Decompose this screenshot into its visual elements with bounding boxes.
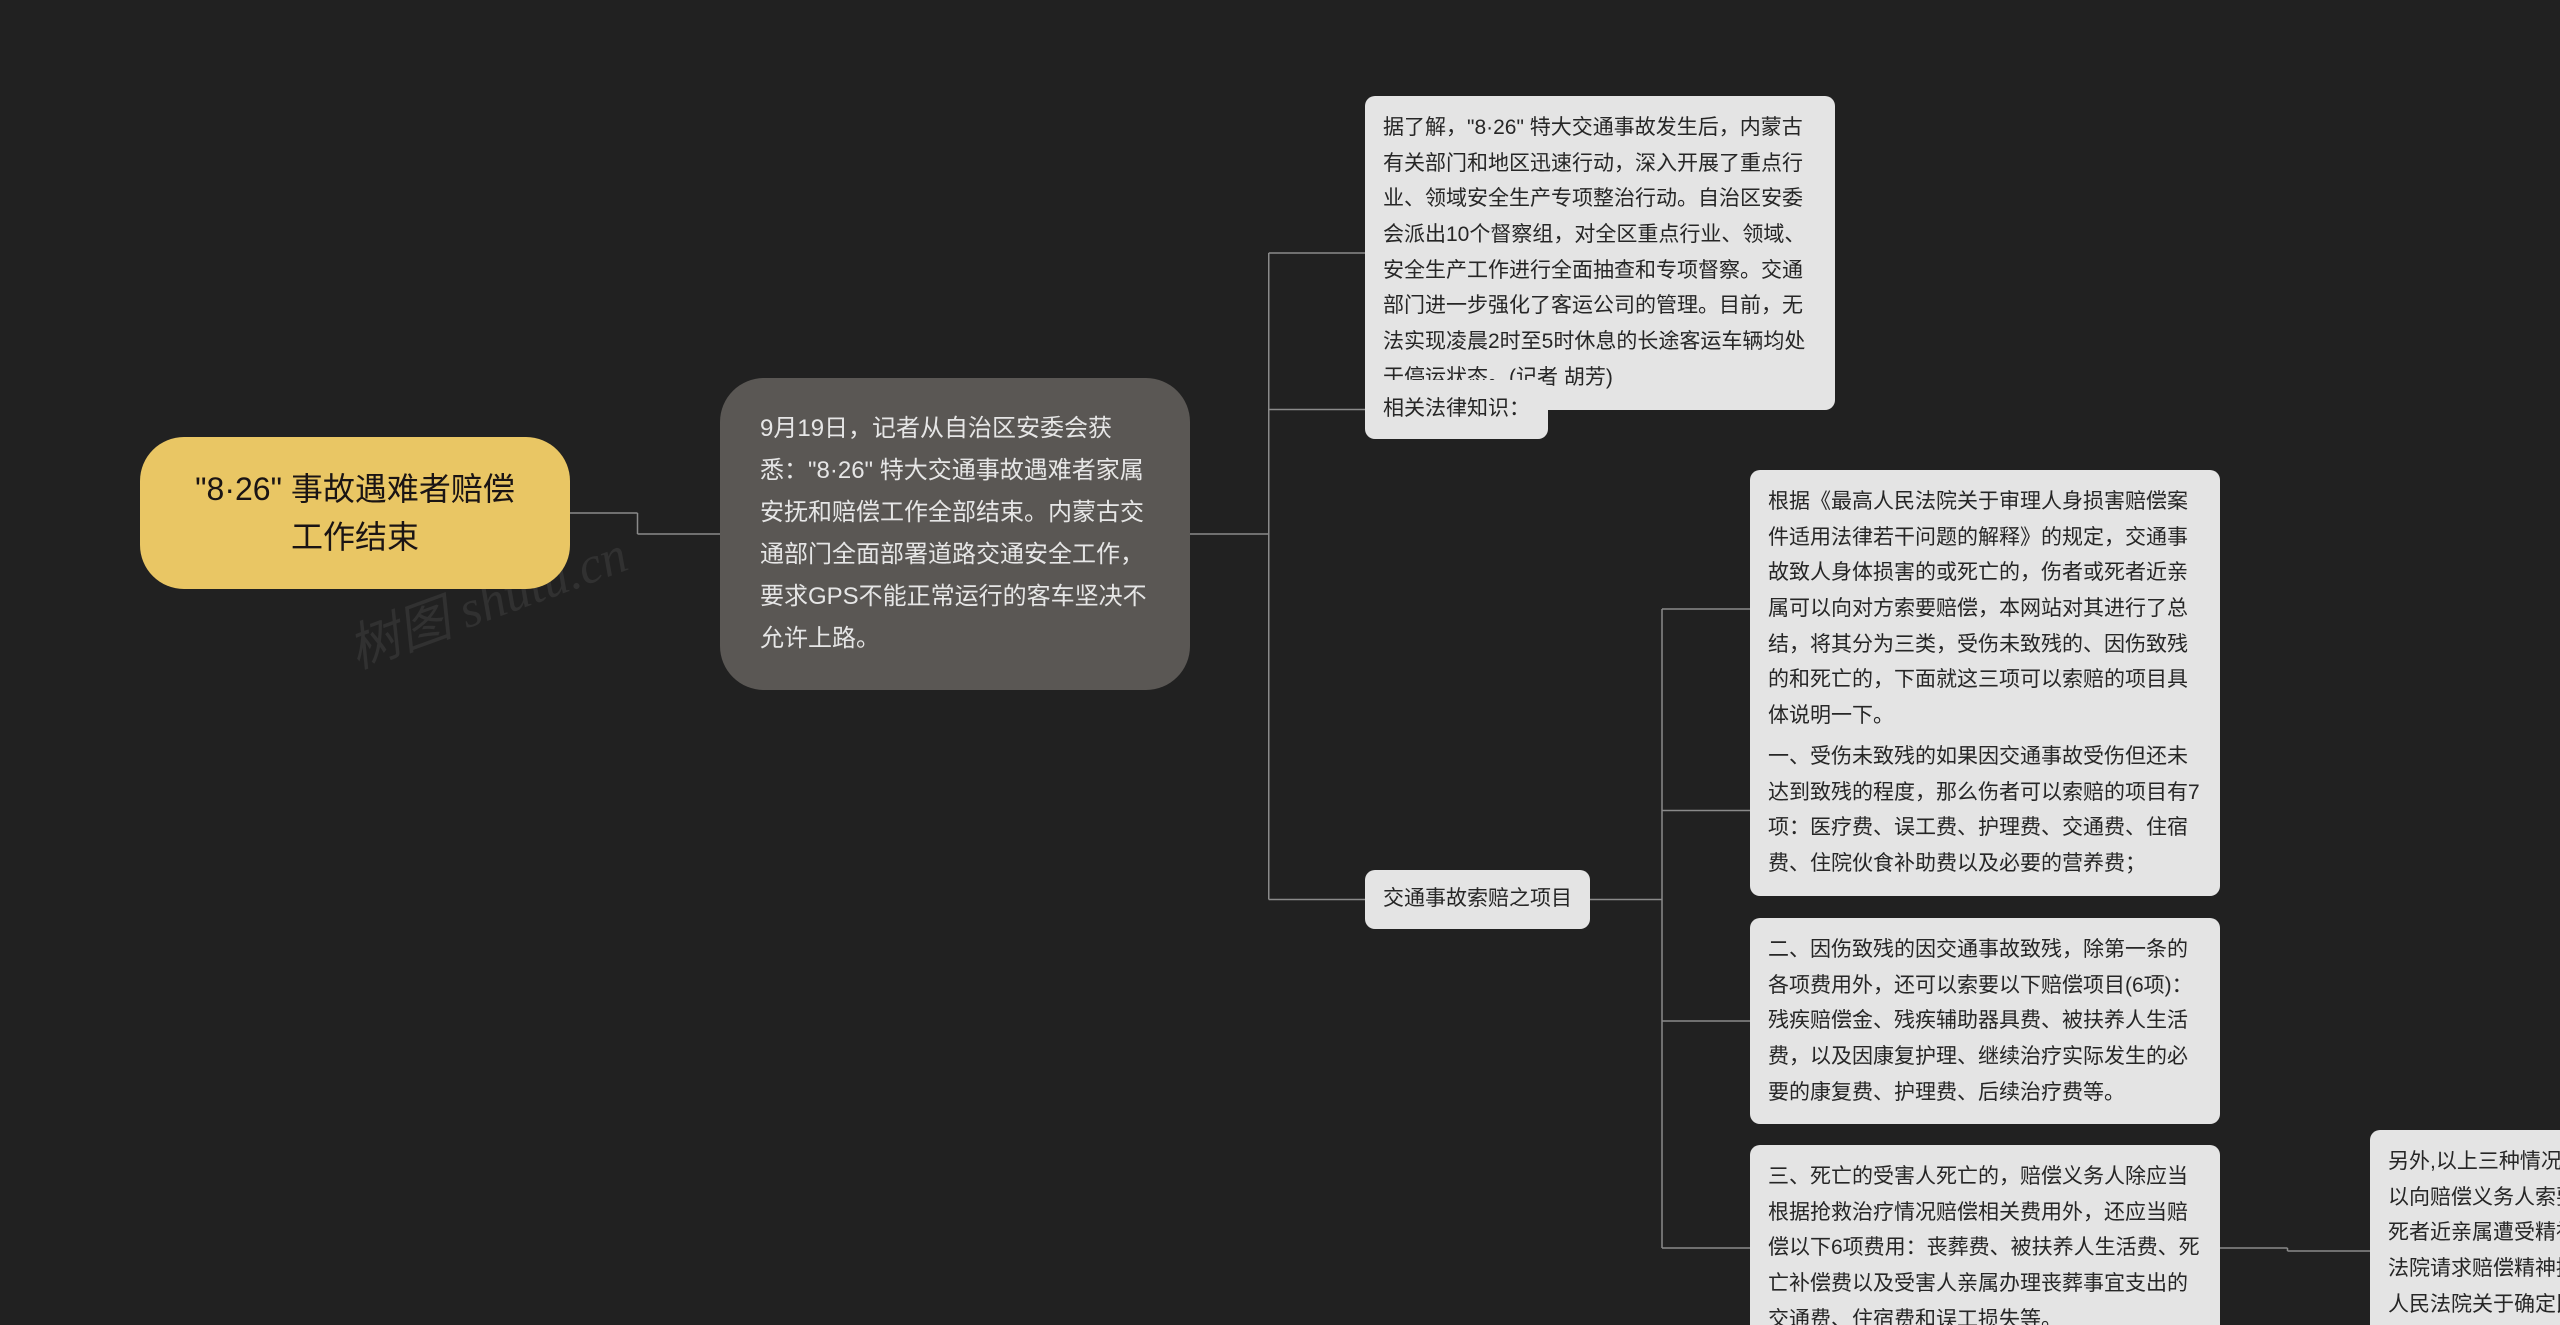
info-node-1[interactable]: 据了解，"8·26" 特大交通事故发生后，内蒙古有关部门和地区迅速行动，深入开展… bbox=[1365, 96, 1835, 410]
root-text-line2: 工作结束 bbox=[184, 513, 526, 561]
detail-node-4[interactable]: 三、死亡的受害人死亡的，赔偿义务人除应当根据抢救治疗情况赔偿相关费用外，还应当赔… bbox=[1750, 1145, 2220, 1325]
detail1-text: 根据《最高人民法院关于审理人身损害赔偿案件适用法律若干问题的解释》的规定，交通事… bbox=[1768, 490, 2188, 727]
info2-text: 相关法律知识： bbox=[1383, 397, 1530, 420]
info-node-3[interactable]: 交通事故索赔之项目 bbox=[1365, 870, 1590, 929]
root-text-line1: "8·26" 事故遇难者赔偿 bbox=[184, 465, 526, 513]
info1-text: 据了解，"8·26" 特大交通事故发生后，内蒙古有关部门和地区迅速行动，深入开展… bbox=[1383, 116, 1805, 389]
detail5-text: 另外,以上三种情况,受害人或死者的近亲属都可以向赔偿义务人索要精神抚慰金。受害人… bbox=[2388, 1150, 2560, 1325]
info-node-2[interactable]: 相关法律知识： bbox=[1365, 380, 1548, 439]
detail3-text: 二、因伤致残的因交通事故致残，除第一条的各项费用外，还可以索要以下赔偿项目(6项… bbox=[1768, 938, 2193, 1104]
root-node[interactable]: "8·26" 事故遇难者赔偿 工作结束 bbox=[140, 437, 570, 589]
mindmap-canvas: 树图 shutu.cn 树图 shutu.cn "8·26" 事故遇难者赔偿 工… bbox=[0, 0, 2560, 1325]
summary-node[interactable]: 9月19日，记者从自治区安委会获悉："8·26" 特大交通事故遇难者家属安抚和赔… bbox=[720, 378, 1190, 690]
detail4-text: 三、死亡的受害人死亡的，赔偿义务人除应当根据抢救治疗情况赔偿相关费用外，还应当赔… bbox=[1768, 1165, 2200, 1325]
info3-text: 交通事故索赔之项目 bbox=[1383, 887, 1572, 910]
detail-node-1[interactable]: 根据《最高人民法院关于审理人身损害赔偿案件适用法律若干问题的解释》的规定，交通事… bbox=[1750, 470, 2220, 748]
detail-node-2[interactable]: 一、受伤未致残的如果因交通事故受伤但还未达到致残的程度，那么伤者可以索赔的项目有… bbox=[1750, 725, 2220, 896]
summary-text: 9月19日，记者从自治区安委会获悉："8·26" 特大交通事故遇难者家属安抚和赔… bbox=[760, 415, 1147, 652]
detail2-text: 一、受伤未致残的如果因交通事故受伤但还未达到致残的程度，那么伤者可以索赔的项目有… bbox=[1768, 745, 2200, 875]
detail-node-3[interactable]: 二、因伤致残的因交通事故致残，除第一条的各项费用外，还可以索要以下赔偿项目(6项… bbox=[1750, 918, 2220, 1124]
detail-node-5[interactable]: 另外,以上三种情况,受害人或死者的近亲属都可以向赔偿义务人索要精神抚慰金。受害人… bbox=[2370, 1130, 2560, 1325]
